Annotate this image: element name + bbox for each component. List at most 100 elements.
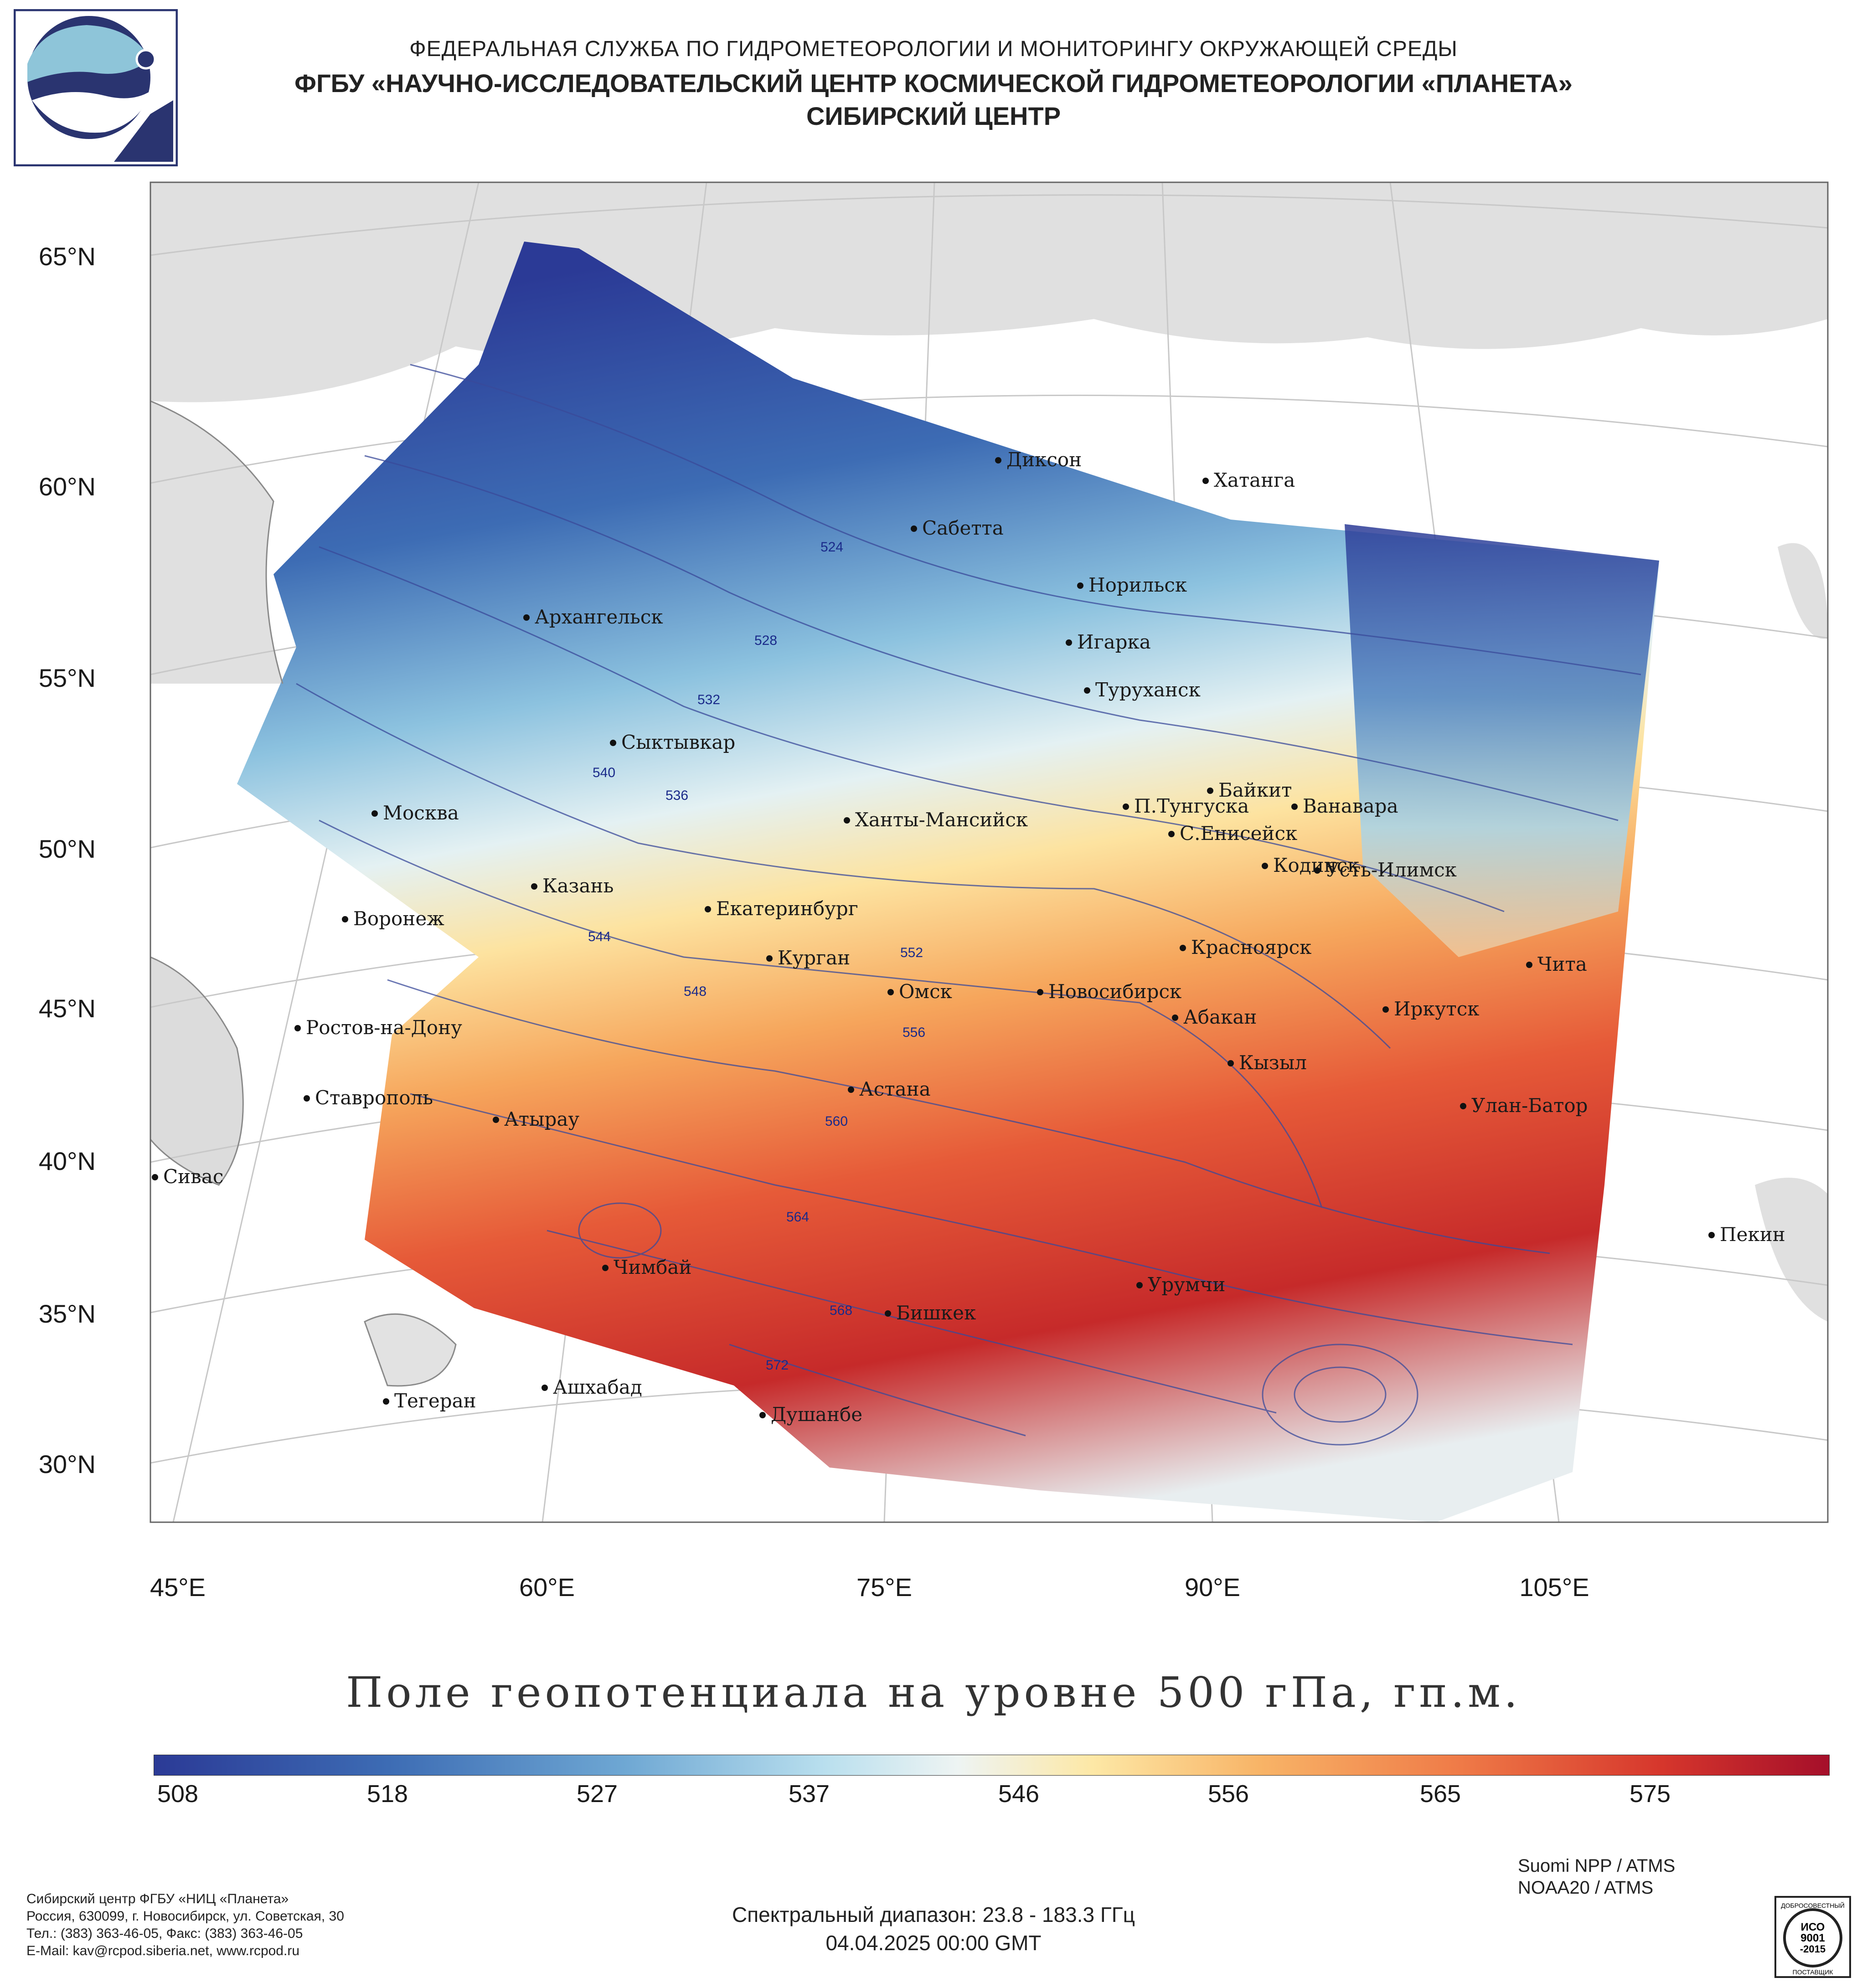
city-marker: Омск <box>887 980 952 1003</box>
city-marker: Байкит <box>1207 779 1292 801</box>
contour-label: 524 <box>820 540 843 555</box>
city-label: Пекин <box>1720 1223 1785 1246</box>
lat-label-65: 65°N <box>38 242 96 271</box>
city-label: Чимбай <box>614 1256 691 1278</box>
satellite-1: Suomi NPP / ATMS <box>1518 1856 1676 1876</box>
city-marker: Кызыл <box>1227 1051 1307 1074</box>
header-center: СИБИРСКИЙ ЦЕНТР <box>806 102 1061 130</box>
city-marker: П.Тунгуска <box>1123 795 1249 817</box>
city-label: Абакан <box>1183 1006 1257 1028</box>
city-dot <box>1123 803 1129 810</box>
city-marker: Сыктывкар <box>610 731 735 753</box>
colorbar <box>154 1755 1830 1776</box>
footer-org: Сибирский центр ФГБУ «НИЦ «Планета» <box>26 1891 289 1906</box>
city-marker: Сабетта <box>911 517 1004 539</box>
city-dot <box>759 1412 766 1418</box>
spectral-info: Спектральный диапазон: 23.8 - 183.3 ГГц … <box>0 1900 1867 1957</box>
city-label: Бишкек <box>896 1302 976 1324</box>
city-label: Архангельск <box>535 606 663 628</box>
lon-label-60: 60°E <box>519 1573 575 1602</box>
lon-label-90: 90°E <box>1184 1573 1241 1602</box>
city-marker: Чита <box>1526 953 1587 975</box>
city-label: Курган <box>778 947 850 969</box>
footer-phone: Тел.: (383) 363-46-05, Факс: (383) 363-4… <box>26 1926 303 1941</box>
city-marker: Урумчи <box>1136 1273 1225 1296</box>
city-dot <box>304 1095 310 1102</box>
colorbar-tick: 537 <box>788 1780 830 1808</box>
contour-label: 552 <box>900 945 923 960</box>
city-dot <box>1227 1060 1234 1066</box>
city-marker: Ашхабад <box>542 1376 642 1398</box>
city-marker: Ванавара <box>1291 795 1398 817</box>
city-label: Астана <box>859 1078 931 1100</box>
footer-email: E-Mail: kav@rcpod.siberia.net, www.rcpod… <box>26 1943 300 1958</box>
contour-label: 572 <box>766 1358 789 1373</box>
city-dot <box>152 1174 158 1180</box>
colorbar-tick: 575 <box>1629 1780 1671 1808</box>
city-marker: Архангельск <box>523 606 663 628</box>
city-label: Хатанга <box>1214 469 1295 491</box>
city-label: Диксон <box>1006 448 1082 471</box>
city-dot <box>1084 687 1090 694</box>
city-marker: Новосибирск <box>1037 980 1181 1003</box>
city-label: Сабетта <box>922 517 1004 539</box>
city-marker: Чимбай <box>602 1256 691 1278</box>
lon-label-105: 105°E <box>1519 1573 1589 1602</box>
observation-datetime: 04.04.2025 00:00 GMT <box>825 1931 1042 1955</box>
city-label: Атырау <box>504 1108 579 1130</box>
city-label: Игарка <box>1077 631 1151 653</box>
city-label: Байкит <box>1218 779 1292 801</box>
city-dot <box>383 1398 389 1405</box>
city-dot <box>602 1265 609 1271</box>
city-dot <box>1037 989 1043 995</box>
city-dot <box>1382 1006 1389 1013</box>
lon-label-45: 45°E <box>150 1573 206 1602</box>
city-dot <box>1172 1015 1178 1021</box>
city-label: Иркутск <box>1394 998 1479 1020</box>
contour-label: 564 <box>786 1210 809 1225</box>
city-label: Тегеран <box>394 1390 476 1412</box>
colorbar-tick: 556 <box>1207 1780 1249 1808</box>
lat-label-40: 40°N <box>38 1147 96 1175</box>
planeta-logo <box>14 9 178 166</box>
contour-label: 540 <box>593 765 615 780</box>
city-label: П.Тунгуска <box>1134 795 1249 817</box>
colorbar-tick: 527 <box>576 1780 618 1808</box>
city-label: Казань <box>542 875 614 897</box>
city-marker: Иркутск <box>1382 998 1479 1020</box>
city-dot <box>1314 867 1320 874</box>
colorbar-tick: 546 <box>998 1780 1040 1808</box>
city-marker: Атырау <box>493 1108 579 1130</box>
iso-certification-badge: ДОБРОСОВЕСТНЫЙ ИСО 9001 -2015 ПОСТАВЩИК <box>1774 1896 1851 1978</box>
city-marker: Астана <box>848 1078 931 1100</box>
city-label: Ставрополь <box>315 1087 433 1109</box>
city-dot <box>995 457 1001 464</box>
city-label: Омск <box>899 980 952 1003</box>
city-marker: Туруханск <box>1084 679 1201 701</box>
city-dot <box>1291 803 1298 810</box>
city-dot <box>371 810 378 817</box>
city-label: Чита <box>1537 953 1587 975</box>
city-marker: Душанбе <box>759 1403 862 1426</box>
iso-mid-text: -2015 <box>1800 1943 1826 1955</box>
city-dot <box>294 1025 301 1031</box>
contour-label: 528 <box>754 633 777 648</box>
city-marker: Пекин <box>1708 1223 1785 1246</box>
city-label: Новосибирск <box>1048 980 1181 1003</box>
city-dot <box>523 614 530 621</box>
city-marker: Абакан <box>1172 1006 1257 1028</box>
city-label: Ханты-Мансийск <box>855 809 1028 831</box>
city-dot <box>766 955 773 962</box>
lat-label-55: 55°N <box>38 664 96 692</box>
city-label: Кызыл <box>1239 1051 1307 1074</box>
city-marker: Усть-Илимск <box>1314 859 1457 881</box>
city-label: Сивас <box>163 1165 223 1188</box>
iso-mid-text: 9001 <box>1800 1932 1825 1944</box>
city-marker: Игарка <box>1066 631 1151 653</box>
city-label: Москва <box>383 802 459 824</box>
header-institute: ФГБУ «НАУЧНО-ИССЛЕДОВАТЕЛЬСКИЙ ЦЕНТР КОС… <box>294 69 1573 98</box>
city-marker: Екатеринбург <box>705 897 858 920</box>
lat-label-30: 30°N <box>38 1450 96 1478</box>
city-dot <box>911 525 917 532</box>
city-label: Улан-Батор <box>1471 1094 1588 1117</box>
